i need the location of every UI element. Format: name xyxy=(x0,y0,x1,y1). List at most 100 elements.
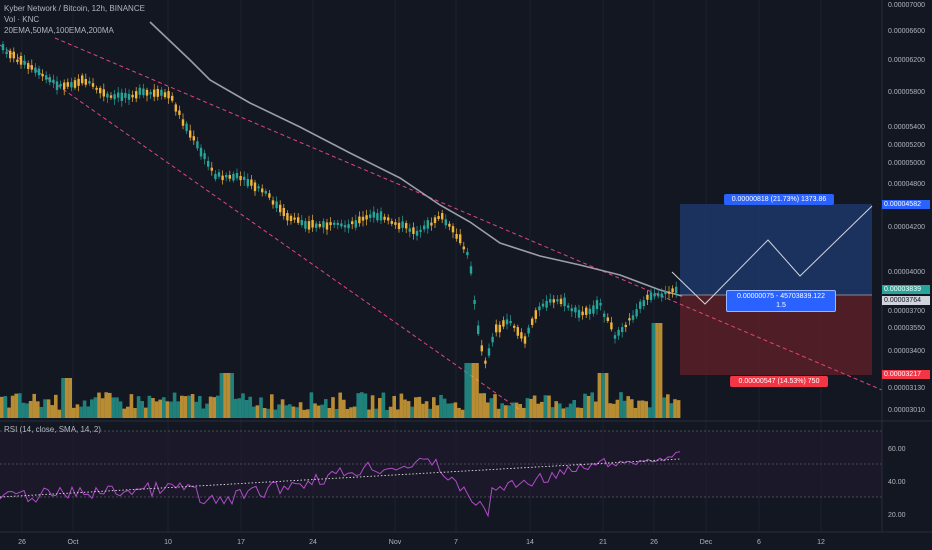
time-axis[interactable]: 26 Oct 10 17 24 Nov 7 14 21 26 Dec 6 12 xyxy=(18,539,825,546)
candle-body xyxy=(95,87,98,90)
candle-body xyxy=(387,217,390,221)
target-label[interactable]: 0.00000818 (21.73%) 1373.86 xyxy=(724,194,834,205)
volume-bar xyxy=(442,398,447,418)
volume-bar xyxy=(93,397,98,418)
rsi-axis[interactable]: 60.00 40.00 20.00 xyxy=(888,446,906,519)
candle-body xyxy=(513,325,516,328)
volume-bar xyxy=(522,407,526,418)
candle-body xyxy=(462,246,465,250)
volume-bar xyxy=(532,395,537,418)
candle-body xyxy=(199,147,203,157)
projection-path xyxy=(671,205,873,305)
candle-body xyxy=(361,216,365,221)
candle-body xyxy=(628,318,631,321)
candle-body xyxy=(149,92,152,95)
candle-body xyxy=(581,311,584,316)
volume-bar xyxy=(183,396,188,418)
stop-label[interactable]: 0.00000547 (14.53%) 750 xyxy=(730,376,828,387)
candle-body xyxy=(333,222,336,225)
candle-body xyxy=(286,213,289,221)
candle-body xyxy=(570,308,573,312)
ema-indicator-label[interactable]: 20EMA,50MA,100EMA,200MA xyxy=(4,26,114,35)
volume-bar xyxy=(558,403,562,418)
volume-bar xyxy=(302,409,306,418)
candle-body xyxy=(613,335,617,339)
volume-bar xyxy=(601,373,605,418)
candle-body xyxy=(117,92,120,98)
volume-bar xyxy=(658,323,663,418)
candle-body xyxy=(63,82,66,90)
candle-body xyxy=(502,320,505,327)
volume-bar xyxy=(234,398,238,418)
volume-bar xyxy=(676,400,681,418)
price-tick-label: 0.00006600 xyxy=(888,28,925,35)
price-tick-label: 0.00003130 xyxy=(888,385,925,392)
candle-body xyxy=(174,104,177,112)
volume-bar xyxy=(406,401,411,418)
volume-bar xyxy=(392,395,396,418)
volume-bar xyxy=(583,393,587,418)
volume-bar xyxy=(64,378,69,418)
rsi-line xyxy=(0,451,681,518)
volume-bar xyxy=(561,408,566,418)
time-tick-label: 24 xyxy=(309,539,317,546)
candle-body xyxy=(534,310,537,319)
volume-bar xyxy=(295,407,299,418)
candle-body xyxy=(343,225,347,228)
volume-bar xyxy=(151,398,155,418)
candle-body xyxy=(235,173,239,179)
volume-bar xyxy=(28,400,33,418)
volume-indicator-label[interactable]: Vol · KNC xyxy=(4,15,40,24)
price-tick-label: 0.00005200 xyxy=(888,142,925,149)
volume-bar xyxy=(446,403,450,418)
volume-bar xyxy=(277,404,281,418)
price-axis[interactable]: 0.00007000 0.00006600 0.00006200 0.00005800… xyxy=(888,2,925,414)
volume-bar xyxy=(75,404,80,418)
volume-bar xyxy=(3,396,8,418)
moving-average-line xyxy=(149,21,683,297)
volume-bar xyxy=(435,405,440,418)
volume-bar xyxy=(338,392,342,418)
candle-body xyxy=(84,79,87,85)
entry-label-line2: 1.5 xyxy=(776,302,786,309)
candle-body xyxy=(559,298,563,305)
candle-body xyxy=(99,87,102,94)
rsi-indicator-label[interactable]: RSI (14, close, SMA, 14, 2) xyxy=(4,425,101,434)
time-tick-label: 14 xyxy=(526,539,534,546)
volume-bar xyxy=(309,392,314,418)
stop-price-tag: 0.00003217 xyxy=(882,370,930,379)
volume-bar xyxy=(604,373,609,418)
volume-bar xyxy=(403,399,407,418)
candle-body xyxy=(491,336,494,343)
entry-label[interactable]: 0.00000075 - 45703839.122 1.5 xyxy=(726,290,836,312)
candle-body xyxy=(196,141,199,149)
volume-bar xyxy=(334,408,339,418)
candle-body xyxy=(484,360,487,364)
candle-body xyxy=(185,123,188,132)
volume-bar xyxy=(450,403,454,418)
volume-bar xyxy=(421,403,425,418)
volume-bar xyxy=(612,403,616,418)
volume-bar xyxy=(457,407,461,418)
candle-body xyxy=(293,217,296,220)
candle-body xyxy=(45,75,48,80)
candle-body xyxy=(282,208,285,217)
candle-body xyxy=(577,309,581,318)
candle-body xyxy=(473,300,476,304)
volume-bar xyxy=(230,373,234,418)
volume-bar xyxy=(118,401,123,418)
candle-body xyxy=(369,214,372,218)
volume-bar xyxy=(72,407,76,418)
volume-bar xyxy=(194,401,198,418)
candle-body xyxy=(390,221,393,224)
candle-body xyxy=(221,175,224,181)
candle-body xyxy=(549,299,552,303)
volume-bar xyxy=(43,399,47,418)
time-tick-label: 7 xyxy=(454,539,458,546)
volume-bar xyxy=(86,406,90,418)
volume-bar xyxy=(360,392,364,418)
candle-body xyxy=(48,77,51,83)
price-tick-label: 0.00007000 xyxy=(888,2,925,9)
price-tick-label: 0.00005000 xyxy=(888,160,925,167)
